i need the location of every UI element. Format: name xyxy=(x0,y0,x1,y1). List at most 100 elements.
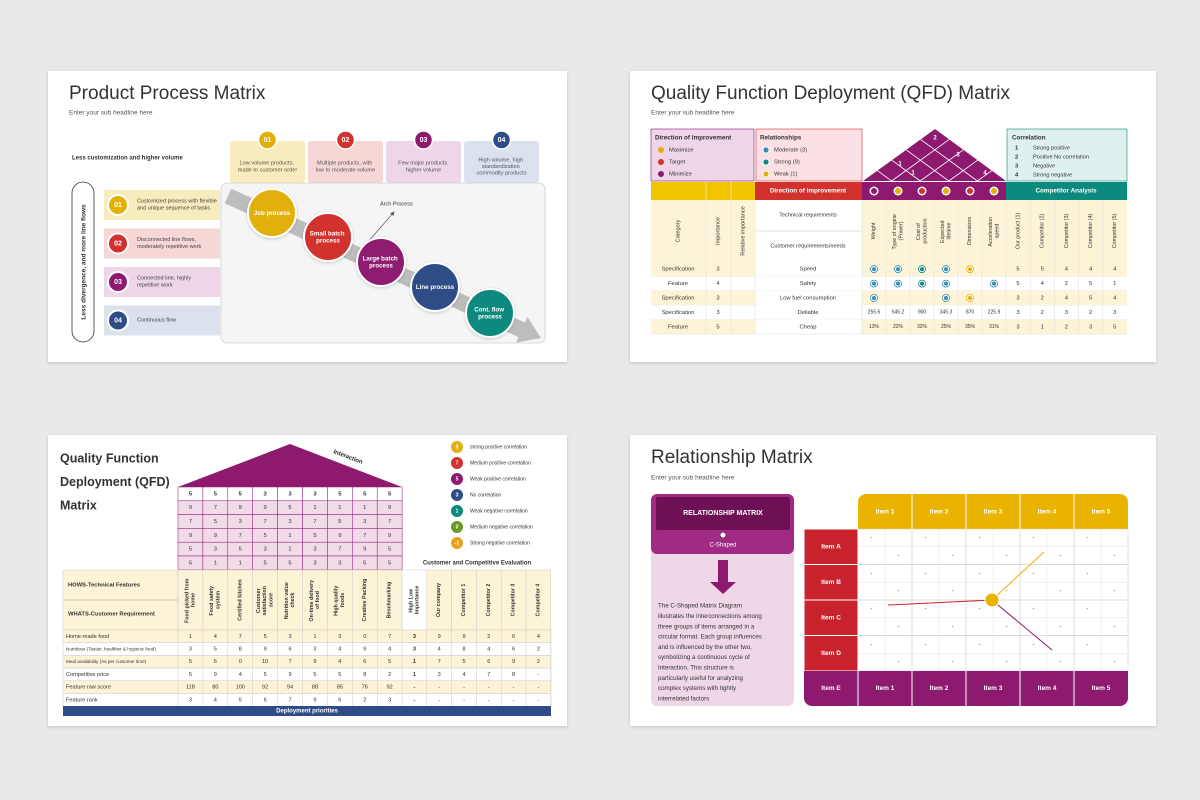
legend-number: 3 xyxy=(456,492,459,498)
row-text: Customized process with flexible and uni… xyxy=(137,199,218,212)
cell: Low fuel consumption xyxy=(780,296,836,302)
row-header xyxy=(803,635,859,672)
relationship-icon xyxy=(872,296,876,300)
axis-label: Less customization and higher volume xyxy=(72,156,183,162)
cell: 0 xyxy=(363,634,366,640)
column-header: Competitor (2) xyxy=(1040,214,1046,249)
row-number: 01 xyxy=(114,202,122,209)
legend-item: Strong positive xyxy=(1033,145,1070,151)
cell: - xyxy=(979,606,981,612)
legend-icon xyxy=(451,537,463,549)
cell: - xyxy=(463,685,465,691)
cell: 3 xyxy=(313,560,316,566)
legend-icon xyxy=(762,158,770,166)
legend-title: Correlation xyxy=(1012,135,1046,142)
column-header: Importance xyxy=(715,217,721,245)
table-row xyxy=(651,305,1127,320)
cell: 7 xyxy=(214,505,217,511)
column-badge xyxy=(491,130,512,150)
column-header: Item 2 xyxy=(930,509,949,516)
cell: 5 xyxy=(462,659,465,665)
cell: - xyxy=(537,685,539,691)
subtitle: Enter your sub headline here xyxy=(651,475,735,482)
cell: 6 xyxy=(487,659,490,665)
cell: 7 xyxy=(313,519,316,525)
column-header: On-time delivery of food xyxy=(309,579,321,622)
cell: - xyxy=(537,672,539,678)
legend-number: 5 xyxy=(456,476,459,482)
column-header: Acceleration speed xyxy=(988,215,1001,246)
cell: - xyxy=(1033,571,1035,577)
relationship-icon xyxy=(872,281,876,286)
cell: 1 xyxy=(214,560,217,566)
cell: Specification xyxy=(662,296,695,302)
subtitle: Enter your sub headline here xyxy=(69,110,153,117)
column-badge xyxy=(413,130,434,150)
cell: - xyxy=(438,697,440,703)
legend-number: 2 xyxy=(1015,155,1018,161)
cell: 3 xyxy=(1065,310,1068,316)
row-label: Feature raw score xyxy=(66,685,111,691)
box-subtitle: C-Shaped xyxy=(709,543,736,549)
cell: 3 xyxy=(716,267,719,273)
column-header: Technical requirements xyxy=(779,212,837,218)
cell: - xyxy=(952,589,954,595)
cell: Deliable xyxy=(798,310,819,316)
cell: 3 xyxy=(313,647,316,653)
cell: 92 xyxy=(387,685,393,691)
legend-item: Maximize xyxy=(669,148,693,154)
cell: 4 xyxy=(1089,267,1093,273)
cell: 5 xyxy=(189,560,192,566)
cell: - xyxy=(1006,624,1008,630)
header-cell xyxy=(352,569,378,631)
cell: - xyxy=(1060,624,1062,630)
table-row xyxy=(62,680,552,694)
cell: 5 xyxy=(338,672,341,678)
row-header: Item C xyxy=(821,614,841,621)
cell: 80 xyxy=(212,685,218,691)
cell: 4 xyxy=(388,647,391,653)
column-header: Certified kitchen xyxy=(238,579,244,621)
cell: 2 xyxy=(1041,310,1044,316)
column-header: Food safety system xyxy=(210,584,222,615)
process-circle xyxy=(465,288,515,338)
row-header: Item D xyxy=(821,650,841,657)
cell: - xyxy=(925,535,927,541)
table-row xyxy=(755,276,862,291)
cell: 3 xyxy=(388,697,391,703)
cell: - xyxy=(488,697,490,703)
footer: Deployment priorities xyxy=(276,709,338,715)
cell: 9 xyxy=(264,647,267,653)
cell: 3 xyxy=(716,296,719,302)
column-box xyxy=(464,141,539,183)
cell: 8 xyxy=(239,647,242,653)
cell: 9 xyxy=(388,505,391,511)
roof-number: 1 xyxy=(898,162,902,168)
row-badge xyxy=(107,309,129,332)
table-row xyxy=(62,693,552,707)
header-area xyxy=(651,200,1127,262)
table-row xyxy=(651,290,1127,306)
row-number: 03 xyxy=(114,279,122,286)
cell: - xyxy=(1087,642,1089,648)
cell: Specification xyxy=(662,310,695,316)
cell: 5 xyxy=(1016,267,1019,273)
column-header: Item 2 xyxy=(930,685,949,692)
cell: 85 xyxy=(337,685,343,691)
cell: 5 xyxy=(1089,296,1092,302)
cell: 1 xyxy=(1041,324,1044,330)
cell: - xyxy=(488,685,490,691)
cell: 3 xyxy=(288,519,291,525)
cell: 1 xyxy=(413,672,416,678)
process-label: Small batch process xyxy=(310,230,346,244)
cell: 6 xyxy=(214,659,217,665)
legend-icon xyxy=(451,441,463,453)
cell: Specification xyxy=(662,267,695,273)
description: The C-Shaped Matrix Diagram illustrates … xyxy=(658,602,764,702)
cell: 5 xyxy=(388,547,391,553)
cell: 9 xyxy=(512,659,515,665)
column-text: Multiple products, with low to moderate … xyxy=(316,161,375,174)
legend-item: Weak (1) xyxy=(774,172,797,178)
cell: 9 xyxy=(388,533,391,539)
